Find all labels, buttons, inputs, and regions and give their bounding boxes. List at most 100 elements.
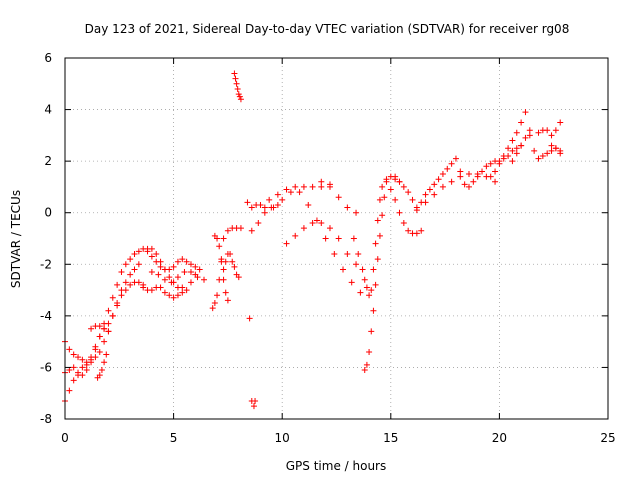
data-point <box>224 297 231 304</box>
data-point <box>396 178 403 185</box>
data-point <box>318 220 325 227</box>
data-point <box>131 266 138 273</box>
data-point <box>400 220 407 227</box>
series-arc-v <box>487 109 538 180</box>
data-point <box>70 351 77 358</box>
data-point <box>148 253 155 260</box>
data-point <box>361 367 368 374</box>
data-point <box>114 302 121 309</box>
data-point <box>535 155 542 162</box>
x-tick-label: 10 <box>275 431 290 445</box>
data-point <box>313 217 320 224</box>
data-point <box>522 109 529 116</box>
y-tick-label: -8 <box>40 412 52 426</box>
data-point <box>211 299 218 306</box>
data-point <box>531 147 538 154</box>
data-point <box>509 158 516 165</box>
data-point <box>105 328 112 335</box>
data-point <box>118 292 125 299</box>
data-point <box>366 348 373 355</box>
series-arc-d <box>94 351 110 381</box>
data-point <box>361 276 368 283</box>
y-tick-label: -2 <box>40 257 52 271</box>
data-point <box>422 199 429 206</box>
data-point <box>344 250 351 257</box>
data-point <box>513 129 520 136</box>
data-point <box>444 165 451 172</box>
data-point <box>161 289 168 296</box>
data-point <box>353 209 360 216</box>
data-point <box>70 364 77 371</box>
data-point <box>526 127 533 134</box>
x-tick-label: 20 <box>492 431 507 445</box>
data-point <box>109 312 116 319</box>
data-point <box>148 269 155 276</box>
data-point <box>174 274 181 281</box>
data-point <box>509 147 516 154</box>
data-point <box>309 183 316 190</box>
data-point <box>470 178 477 185</box>
data-point <box>268 204 275 211</box>
data-point <box>335 194 342 201</box>
data-point <box>305 201 312 208</box>
data-point <box>127 281 134 288</box>
data-point <box>168 279 175 286</box>
data-point <box>234 85 241 92</box>
data-point <box>374 256 381 263</box>
data-point <box>66 367 73 374</box>
data-point <box>174 284 181 291</box>
data-point <box>374 217 381 224</box>
data-point <box>522 134 529 141</box>
data-point <box>326 183 333 190</box>
data-point <box>544 127 551 134</box>
data-point <box>318 183 325 190</box>
data-point <box>235 274 242 281</box>
data-point <box>368 287 375 294</box>
data-point <box>216 243 223 250</box>
data-point <box>492 178 499 185</box>
data-point <box>222 289 229 296</box>
data-point <box>376 196 383 203</box>
data-point <box>409 196 416 203</box>
data-point <box>161 276 168 283</box>
data-point <box>353 261 360 268</box>
data-point <box>379 212 386 219</box>
data-point <box>235 91 242 98</box>
data-point <box>214 235 221 242</box>
data-point <box>340 266 347 273</box>
data-point <box>231 70 238 77</box>
y-tick-label: 2 <box>44 154 52 168</box>
data-point <box>392 173 399 180</box>
data-point <box>157 263 164 270</box>
data-point <box>287 189 294 196</box>
data-point <box>379 183 386 190</box>
data-point <box>479 168 486 175</box>
data-point <box>326 225 333 232</box>
data-point <box>366 292 373 299</box>
data-point <box>526 132 533 139</box>
data-point <box>452 155 459 162</box>
data-point <box>548 147 555 154</box>
data-point <box>96 333 103 340</box>
data-point <box>166 292 173 299</box>
data-point <box>187 261 194 268</box>
data-point <box>261 209 268 216</box>
data-point <box>413 230 420 237</box>
data-point <box>513 145 520 152</box>
x-axis-label: GPS time / hours <box>286 459 387 473</box>
data-point <box>400 183 407 190</box>
data-point <box>135 279 142 286</box>
series-arc-h <box>148 269 208 286</box>
data-point <box>405 189 412 196</box>
data-point <box>381 194 388 201</box>
data-point <box>518 142 525 149</box>
data-point <box>155 271 162 278</box>
data-point <box>79 356 86 363</box>
data-point <box>101 359 108 366</box>
data-point <box>148 245 155 252</box>
y-axis-label: SDTVAR / TECUs <box>9 190 23 288</box>
plot-frame <box>64 57 609 420</box>
data-point <box>396 209 403 216</box>
data-point <box>127 271 134 278</box>
